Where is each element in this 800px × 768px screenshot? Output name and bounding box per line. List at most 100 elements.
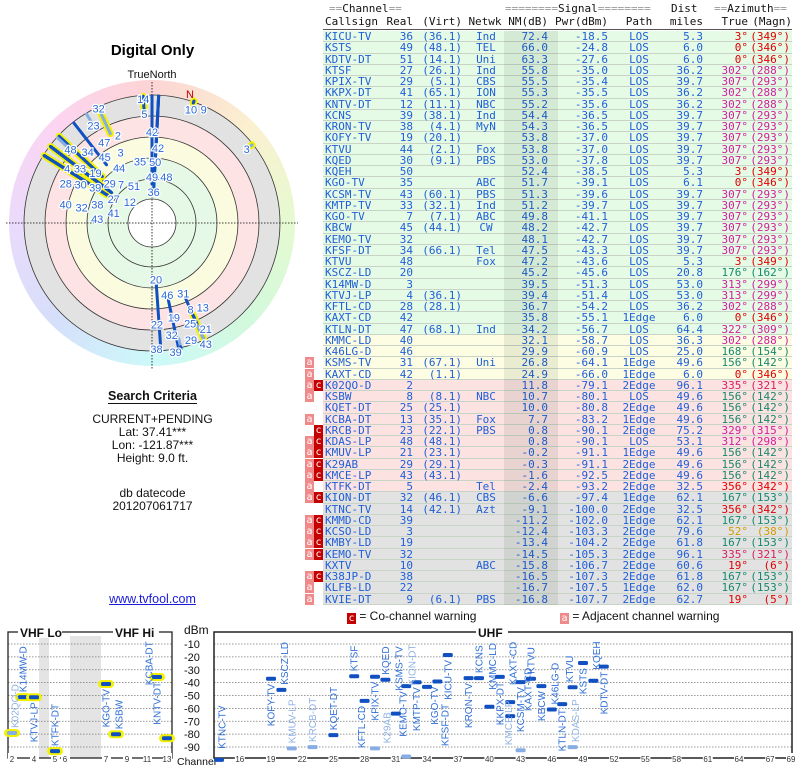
- table-row[interactable]: KQEH 50 52.4 -38.5 LOS 5.3 3° (349°): [323, 165, 792, 178]
- table-row[interactable]: K14MW-D 3 39.5 -51.3 LOS 53.0 313° (299°): [323, 278, 792, 290]
- cell-path: LOS: [629, 187, 649, 201]
- column-header-netwk[interactable]: Netwk: [468, 15, 502, 28]
- table-row[interactable]: KEMO-TV 32 48.1 -42.7 LOS 39.7 307° (293°): [323, 233, 792, 245]
- cell-true: 307°: [721, 187, 749, 201]
- table-row[interactable]: KAXT-CD 42 35.8 -55.1 1Edge 6.0 0° (346°): [323, 312, 792, 324]
- station-callsign-label: KSMS-TV: [394, 646, 405, 691]
- cell-magn: (153°): [750, 536, 790, 550]
- table-row[interactable]: K02QO-D 2 11.8 -79.1 2Edge 96.1 335° (321°): [323, 379, 792, 391]
- table-row[interactable]: KOFY-TV 19 (20.1) 53.8 -37.0 LOS 39.7 307° (293°…: [323, 132, 792, 144]
- table-row[interactable]: KTFK-DT 5 Tel -2.4 -93.2 2Edge 32.5 356° (342°): [323, 481, 792, 493]
- table-row[interactable]: KPIX-TV 29 (5.1) CBS 55.5 -35.4 LOS 39.7 307° (29…: [323, 75, 792, 88]
- station-channel-label: 36: [147, 187, 159, 199]
- cell-netwk: NBC: [476, 97, 496, 111]
- cell-path: LOS: [629, 41, 649, 55]
- table-row[interactable]: KTNC-TV 14 (42.1) Azt -9.1 -100.0 2Edge 32.5 356…: [323, 503, 792, 515]
- table-row[interactable]: KGO-TV 35 ABC 51.7 -39.1 LOS 6.1 0° (346°): [323, 177, 792, 189]
- station-channel-label: 49: [146, 172, 158, 184]
- station-power-bar: [494, 674, 505, 679]
- table-row[interactable]: KDAS-LP 48 (48.1) 0.8 -90.1 LOS 53.1 312° (298°): [323, 436, 792, 448]
- column-header-nm[interactable]: NM(dB): [508, 15, 548, 28]
- cell-nm: 0.8: [528, 423, 548, 437]
- cell-magn: (162°): [750, 266, 790, 280]
- table-row[interactable]: KSMS-TV 31 (67.1) Uni 26.8 -64.1 1Edge 49.6 156°…: [323, 357, 792, 369]
- table-row[interactable]: KFTL-CD 28 (28.1) 36.7 -54.2 LOS 36.2 302° (288°…: [323, 300, 792, 313]
- table-row[interactable]: KMUV-LP 21 (23.1) -0.2 -91.1 1Edge 49.6 156° (14…: [323, 446, 792, 460]
- table-row[interactable]: KVIE-DT 9 (6.1) PBS -16.8 -107.7 2Edge 62.7 19° (…: [323, 593, 792, 605]
- table-row[interactable]: KSBW 8 (8.1) NBC 10.7 -80.1 LOS 49.6 156° (142°): [323, 391, 792, 403]
- station-channel-label: 3: [244, 144, 250, 156]
- table-row[interactable]: KMCE-LP 43 (43.1) -1.6 -92.5 2Edge 49.6 156° (14…: [323, 468, 792, 482]
- cell-true: 307°: [721, 210, 749, 223]
- cell-netwk: PBS: [476, 187, 496, 201]
- table-row[interactable]: KGO-TV 7 (7.1) ABC 49.8 -41.1 LOS 39.7 307° (293°…: [323, 210, 792, 223]
- table-row[interactable]: KLFB-LD 22 -16.7 -107.5 1Edge 62.0 167° (153°): [323, 582, 792, 594]
- table-row[interactable]: KICU-TV 36 (36.1) Ind 72.4 -18.5 LOS 5.3 3° (349°…: [323, 30, 792, 43]
- table-row[interactable]: KQET-DT 25 (25.1) 10.0 -80.8 2Edge 49.6 156° (14…: [323, 402, 792, 414]
- cell-real: 4: [406, 288, 413, 302]
- cell-magn: (293°): [750, 120, 790, 133]
- column-header-dist[interactable]: miles: [669, 15, 703, 28]
- table-row[interactable]: KQED 30 (9.1) PBS 53.0 -37.8 LOS 39.7 307° (293°): [323, 154, 792, 166]
- table-row[interactable]: KTVJ-LP 4 (36.1) 39.4 -51.4 LOS 53.0 313° (299°): [323, 288, 792, 302]
- table-row[interactable]: KNTV-DT 12 (11.1) NBC 55.2 -35.6 LOS 36.2 302° (2…: [323, 97, 792, 111]
- cell-true: 307°: [721, 75, 749, 88]
- table-row[interactable]: KSTS 49 (48.1) TEL 66.0 -24.8 LOS 6.0 0° (346°): [323, 41, 792, 55]
- station-channel-label: 28: [60, 178, 72, 190]
- cell-path: 2Edge: [622, 547, 656, 561]
- table-row[interactable]: KFSF-DT 34 (66.1) Tel 47.5 -43.3 LOS 39.7 307° (2…: [323, 244, 792, 256]
- cell-netwk: CW: [479, 221, 493, 235]
- cell-dist: 61.8: [676, 536, 704, 550]
- table-row[interactable]: KXTV 10 ABC -15.8 -106.7 2Edge 60.6 19° (6°): [323, 558, 792, 572]
- tvfool-link[interactable]: www.tvfool.com: [109, 592, 196, 606]
- column-header-magn[interactable]: (Magn): [752, 15, 792, 28]
- cell-real: 28: [399, 300, 413, 313]
- table-row[interactable]: K38JP-D 38 -16.5 -107.3 2Edge 61.8 167° (153°): [323, 571, 792, 583]
- table-row[interactable]: KCSM-TV 43 (60.1) PBS 51.3 -39.6 LOS 39.7 307° (2…: [323, 187, 792, 201]
- cell-virt: (22.1): [422, 423, 462, 437]
- table-row[interactable]: KMBY-LD 19 -13.4 -104.2 2Edge 61.8 167° (153°): [323, 536, 792, 550]
- table-row[interactable]: KMMC-LD 40 32.1 -58.7 LOS 36.3 302° (288°): [323, 334, 792, 346]
- co-channel-warning-icon: c: [314, 514, 323, 526]
- table-row[interactable]: KKPX-DT 41 (65.1) ION 55.3 -35.5 LOS 36.2 302° (2…: [323, 87, 792, 99]
- table-row[interactable]: KSCZ-LD 20 45.2 -45.6 LOS 20.8 176° (162°): [323, 266, 792, 280]
- table-row[interactable]: KRON-TV 38 (4.1) MyN 54.3 -36.5 LOS 39.7 307° (29…: [323, 120, 792, 133]
- table-row[interactable]: KTSF 27 (26.1) Ind 55.8 -35.0 LOS 36.2 302° (288°…: [323, 64, 792, 76]
- table-row[interactable]: K46LG-D 46 29.9 -60.9 LOS 25.0 168° (154°): [323, 346, 792, 358]
- adjacent-channel-warning-icon: a: [305, 571, 314, 582]
- table-row[interactable]: KRCB-DT 23 (22.1) PBS 0.8 -90.1 2Edge 75.2 329°(…: [323, 423, 792, 437]
- column-header-real[interactable]: Real: [386, 15, 414, 28]
- table-row[interactable]: K29AB 29 (29.1) -0.3 -91.1 2Edge 49.6 156° (142°…: [323, 458, 792, 470]
- cell-dist: 60.6: [676, 558, 704, 572]
- column-header-true[interactable]: True: [721, 15, 749, 28]
- cell-pwr: -27.6: [574, 52, 608, 66]
- cell-true: 156°: [721, 446, 749, 460]
- column-header-callsign[interactable]: Callsign: [325, 15, 378, 28]
- table-row[interactable]: KCBA-DT 13 (35.1) Fox 7.7 -83.2 1Edge 49.6 156°(…: [323, 413, 792, 425]
- cell-nm: 55.5: [521, 75, 549, 88]
- table-row[interactable]: KTVU 48 Fox 47.2 -43.6 LOS 5.3 3° (349°): [323, 256, 792, 268]
- table-row[interactable]: KDTV-DT 51 (14.1) Uni 63.3 -27.6 LOS 6.0 0° (346°…: [323, 52, 792, 66]
- table-row[interactable]: KCSO-LD 3 -12.4 -103.3 2Edge 79.6 52° (38°): [323, 526, 792, 538]
- cell-magn: (349°): [750, 30, 790, 43]
- column-header-path[interactable]: Path: [625, 15, 653, 28]
- table-row[interactable]: KBCW 45 (44.1) CW 48.2 -42.7 LOS 39.7 307° (293°): [323, 221, 792, 235]
- cell-callsign: KBCW: [325, 221, 352, 235]
- cell-netwk: Ind: [476, 30, 496, 43]
- table-row[interactable]: KION-DT 32 (46.1) CBS -6.6 -97.4 1Edge 62.1 167°…: [323, 492, 792, 504]
- cell-virt: (2.1): [428, 142, 462, 156]
- table-row[interactable]: KAXT-CD 42 (1.1) 24.9 -66.0 1Edge 6.0 0° (346°): [323, 368, 792, 380]
- column-header-virt[interactable]: (Virt): [422, 15, 462, 28]
- station-channel-label: 14: [137, 94, 149, 106]
- table-row[interactable]: KMMD-CD 39 -11.2 -102.0 1Edge 62.1 167° (153°): [323, 514, 792, 526]
- table-row[interactable]: KMTP-TV 33 (32.1) Ind 51.2 -39.7 LOS 39.7 307° (2…: [323, 199, 792, 211]
- dbm-tick-label: -20: [184, 652, 200, 664]
- table-row[interactable]: KCNS 39 (38.1) Ind 54.4 -36.5 LOS 39.7 307° (293°…: [323, 109, 792, 121]
- table-row[interactable]: KTLN-DT 47 (68.1) Ind 34.2 -56.7 LOS 64.4 322° (3…: [323, 323, 792, 335]
- table-row[interactable]: KEMO-TV 32 -14.5 -105.3 2Edge 96.1 335° (321°): [323, 547, 792, 561]
- cell-real: 50: [399, 165, 413, 178]
- cell-pwr: -92.5: [574, 468, 608, 482]
- column-header-pwr[interactable]: Pwr(dBm): [555, 15, 608, 28]
- table-row[interactable]: KTVU 44 (2.1) Fox 53.8 -37.0 LOS 39.7 307° (293°): [323, 142, 792, 156]
